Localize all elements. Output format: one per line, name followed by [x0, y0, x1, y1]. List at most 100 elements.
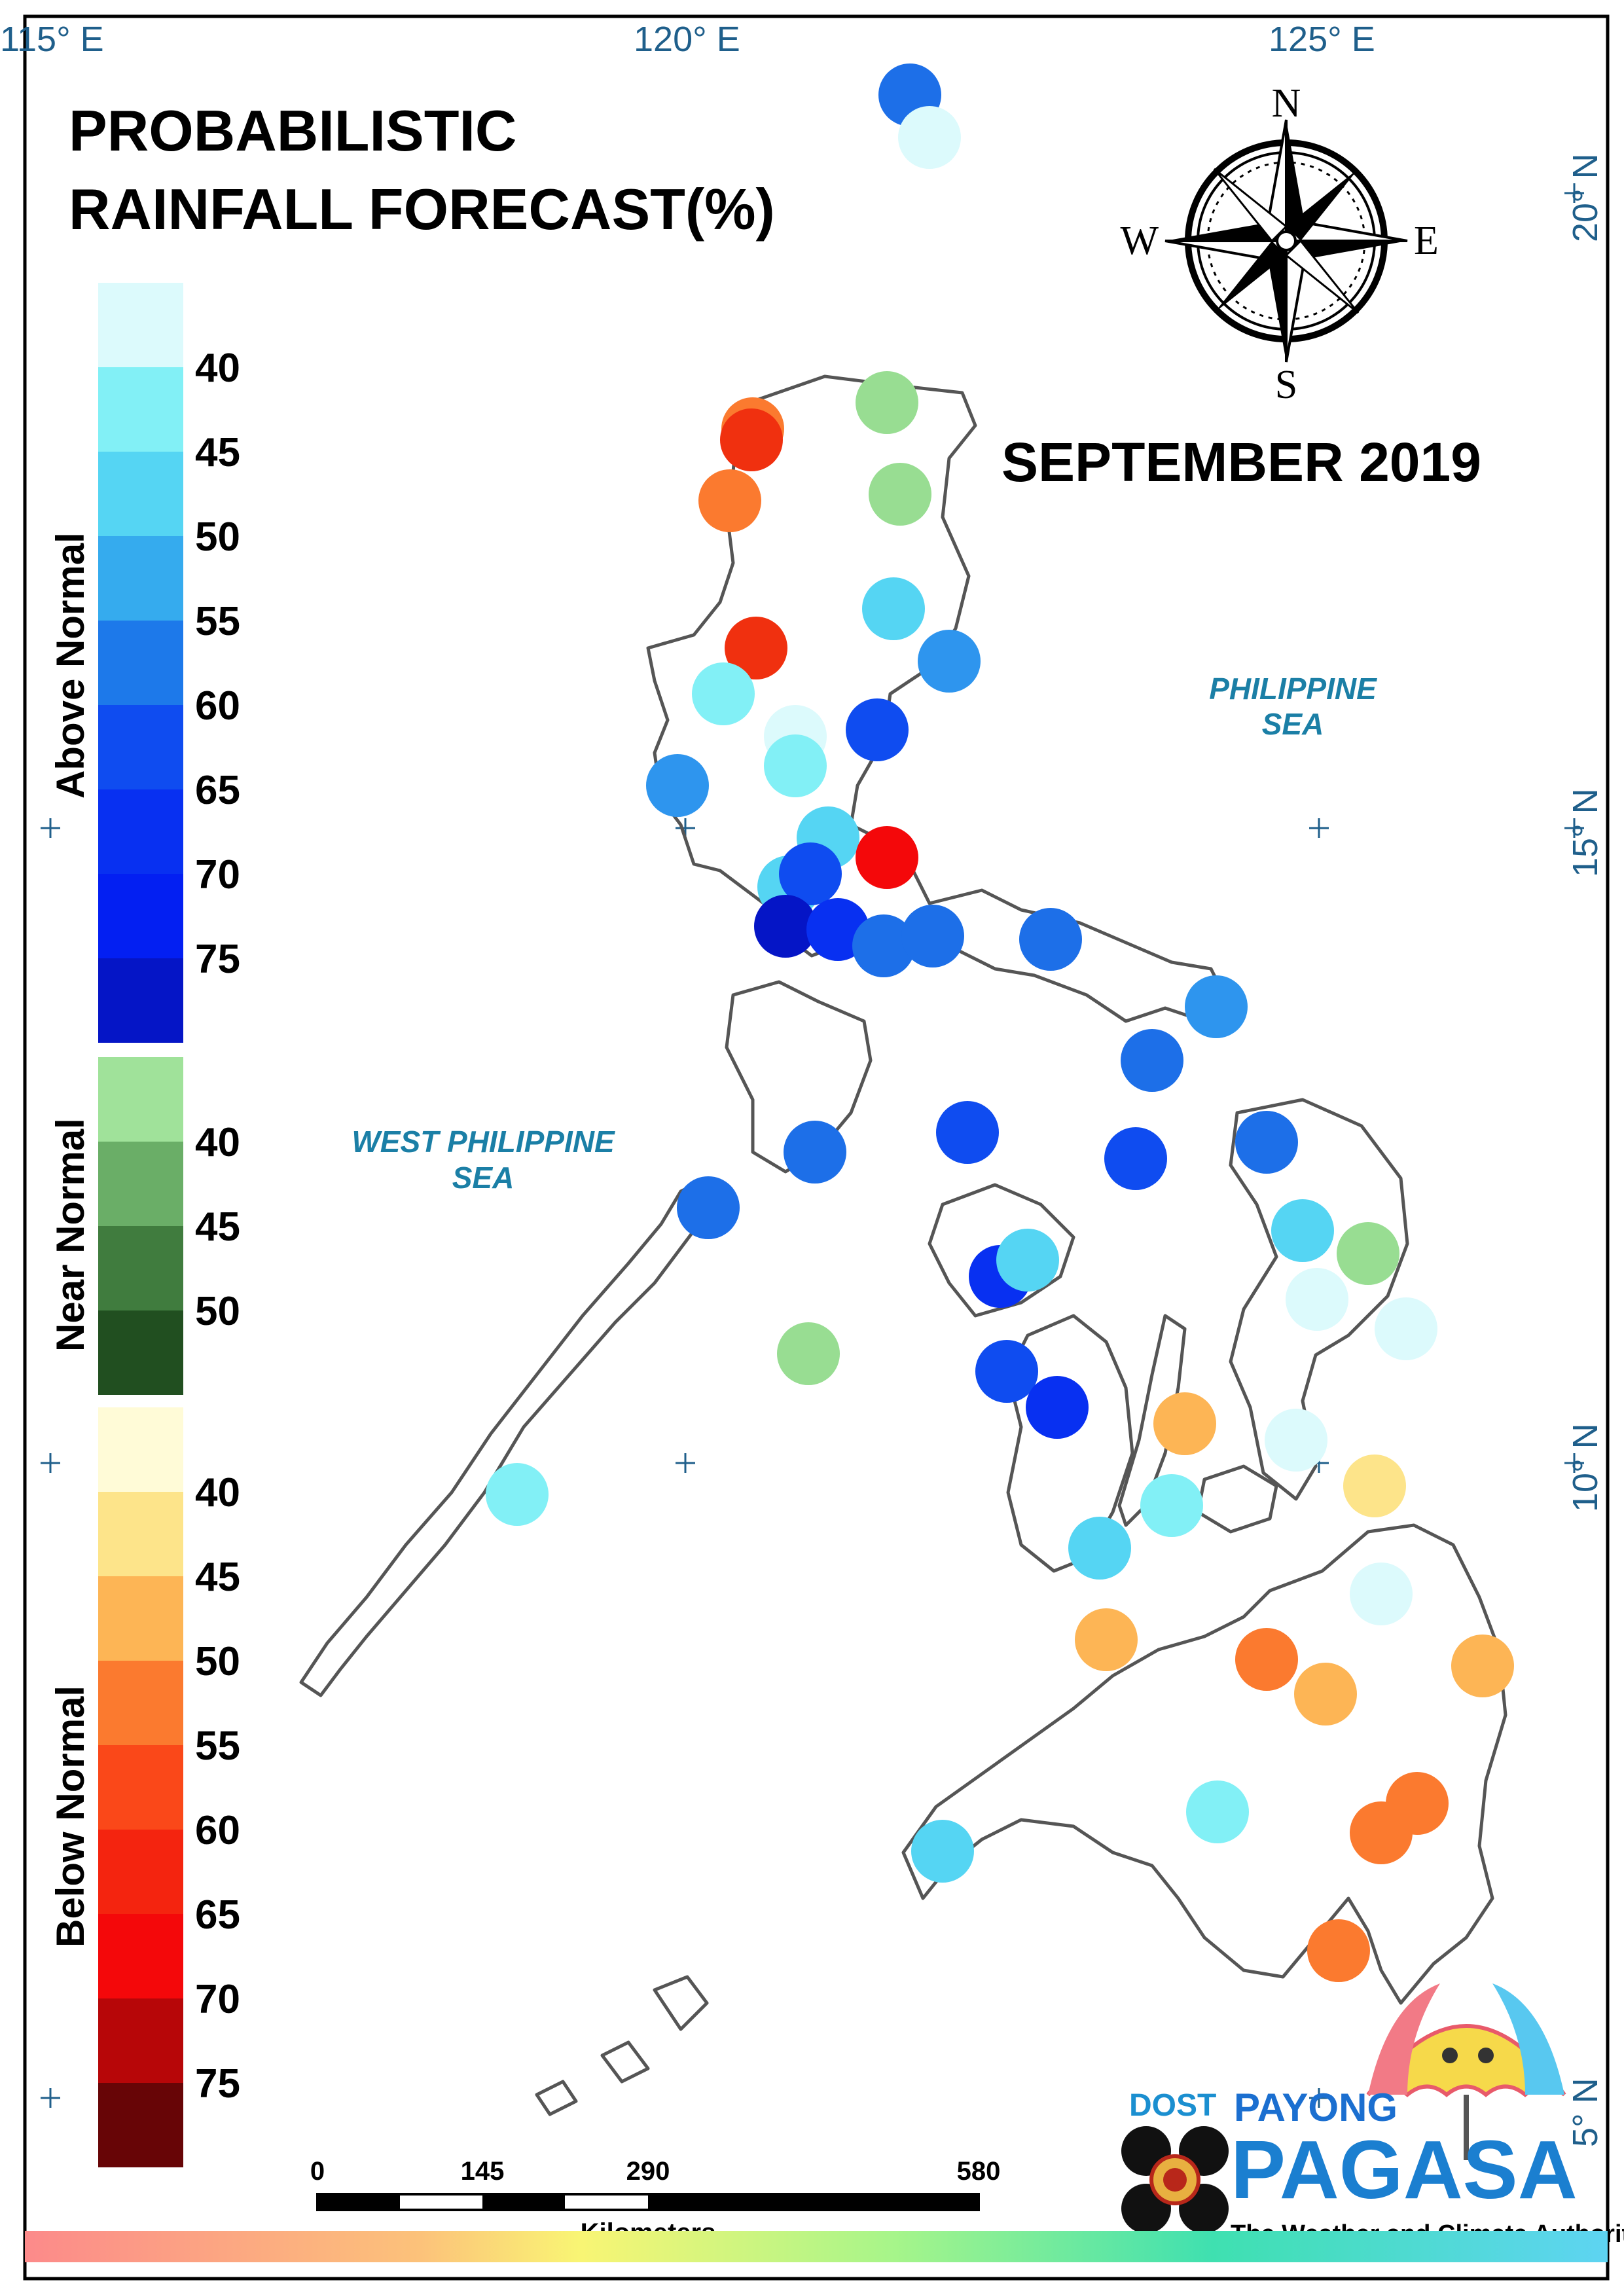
station-above-50 [862, 577, 925, 640]
compass-south: S [1275, 363, 1297, 407]
legend-below-tick: 45 [195, 1555, 240, 1600]
compass-east: E [1414, 219, 1439, 263]
scale-label-290: 290 [626, 2157, 670, 2186]
legend-below-swatch [98, 1661, 183, 1745]
graticule [41, 183, 1584, 2108]
legend-below-swatch [98, 1576, 183, 1661]
station-above-60 [1235, 1111, 1298, 1174]
station-above-60 [677, 1176, 740, 1239]
station-above-55 [646, 754, 709, 817]
dost-label: DOST [1129, 2088, 1216, 2123]
compass-west: W [1120, 219, 1159, 263]
footer-gradient-bar [25, 2231, 1608, 2262]
legend-near-swatch [98, 1310, 183, 1395]
station-above-60 [1121, 1029, 1183, 1092]
station-below-50 [1153, 1392, 1216, 1455]
scale-label-0: 0 [310, 2157, 325, 2186]
lon-label-125: 125° E [1269, 20, 1375, 59]
legend-below-normal-title: Below Normal [48, 1686, 92, 1947]
legend-below-tick: 75 [195, 2061, 240, 2106]
legend-below-tick: 50 [195, 1639, 240, 1684]
legend-near-swatch [98, 1226, 183, 1310]
coastline-cebu [1117, 1314, 1187, 1527]
station-above-60 [852, 914, 915, 977]
station-below-55 [1350, 1801, 1413, 1864]
legend-above-swatch [98, 874, 183, 958]
umbrella-icon [1366, 2024, 1566, 2097]
station-above-40 [1265, 1409, 1327, 1472]
station-below-55 [1235, 1628, 1298, 1691]
station-above-50 [1068, 1517, 1131, 1580]
lon-label-115: 115° E [0, 20, 104, 59]
station-below-55 [698, 469, 761, 532]
station-above-75 [754, 895, 817, 958]
station-near-40 [1337, 1222, 1399, 1285]
legend-above-swatch [98, 367, 183, 452]
legend-above-swatch [98, 452, 183, 536]
coastline-samar-leyte [1229, 1098, 1409, 1501]
station-above-65 [846, 698, 909, 761]
philippine-sea-label-line1: PHILIPPINE [1209, 672, 1377, 706]
legend-below-tick: 65 [195, 1892, 240, 1938]
lat-label-10: 10° N [1566, 1423, 1605, 1512]
legend-below-swatch [98, 1407, 183, 1492]
station-below-50 [1075, 1608, 1138, 1671]
station-above-65 [1104, 1127, 1167, 1190]
station-above-65 [936, 1101, 999, 1164]
coastline-bohol [1196, 1464, 1278, 1534]
legend-below-tick: 70 [195, 1977, 240, 2022]
compass-rose: N S E W [1120, 81, 1438, 407]
station-above-40 [898, 106, 961, 169]
legend-above-tick: 50 [195, 515, 240, 560]
station-above-55 [1185, 975, 1248, 1038]
legend-above-normal-title: Above Normal [48, 532, 92, 799]
legend-near-tick: 45 [195, 1204, 240, 1250]
station-below-70 [856, 826, 918, 889]
map-frame [23, 14, 1610, 2281]
station-above-45 [486, 1463, 549, 1526]
station-above-70 [1026, 1376, 1089, 1439]
lon-label-120: 120° E [634, 20, 740, 59]
legend-above-tick: 70 [195, 852, 240, 897]
legend-above-tick: 45 [195, 430, 240, 475]
station-above-45 [1186, 1780, 1249, 1843]
legend-near-normal: 40 45 50 [98, 1057, 240, 1395]
philippine-sea-label-line2: SEA [1262, 707, 1324, 741]
pagasa-seal-icon [1121, 2126, 1229, 2233]
legend-below-swatch [98, 1492, 183, 1576]
station-above-50 [911, 1820, 974, 1883]
legend-below-swatch [98, 1745, 183, 1830]
legend-below-swatch [98, 2083, 183, 2167]
station-above-45 [692, 662, 755, 725]
scale-label-580: 580 [957, 2157, 1001, 2186]
station-below-65 [725, 617, 787, 679]
station-above-40 [1375, 1297, 1437, 1360]
legend-below-tick: 55 [195, 1724, 240, 1769]
station-above-65 [779, 842, 842, 905]
station-above-50 [1271, 1199, 1334, 1262]
station-above-65 [975, 1340, 1038, 1403]
legend-near-tick: 50 [195, 1289, 240, 1334]
west-philippine-sea-label-line2: SEA [452, 1161, 514, 1195]
legend-below-swatch [98, 1830, 183, 1914]
coastline-panay [928, 1183, 1075, 1318]
legend-near-normal-title: Near Normal [48, 1118, 92, 1352]
lat-label-5: 5° N [1566, 2078, 1605, 2147]
legend-above-normal: 40 45 50 55 60 65 70 75 [98, 283, 240, 1043]
legend-above-swatch [98, 958, 183, 1043]
legend-above-tick: 40 [195, 346, 240, 391]
west-philippine-sea-label-line1: WEST PHILIPPINE [352, 1125, 615, 1159]
scale-label-145: 145 [461, 2157, 505, 2186]
legend-near-tick: 40 [195, 1120, 240, 1165]
legend-above-swatch [98, 705, 183, 789]
legend-above-tick: 65 [195, 768, 240, 813]
station-below-40 [1343, 1455, 1406, 1517]
station-below-50 [1451, 1635, 1514, 1697]
station-above-60 [901, 905, 964, 967]
forecast-period: SEPTEMBER 2019 [1001, 431, 1481, 493]
station-above-55 [918, 630, 981, 693]
legend-below-swatch [98, 1998, 183, 2083]
station-above-40 [1350, 1563, 1413, 1625]
philippines-coastline [299, 374, 1507, 2116]
